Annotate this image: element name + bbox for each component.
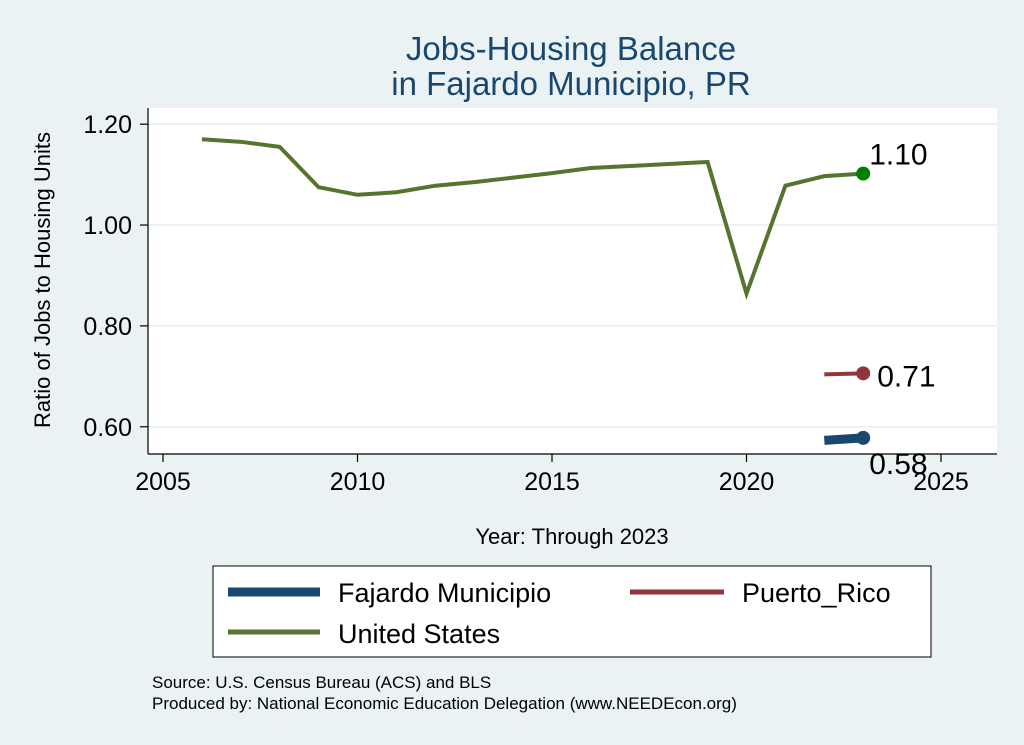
x-tick-label: 2005 [135,468,191,496]
series-end-marker [856,166,871,181]
source-note: Source: U.S. Census Bureau (ACS) and BLS [152,673,491,692]
series-end-label: 0.58 [869,448,927,481]
y-axis-title: Ratio of Jobs to Housing Units [30,132,55,428]
legend-label-fajardo: Fajardo Municipio [338,578,551,608]
y-tick-label: 0.60 [83,414,132,442]
series-group: 0.58 0.71 1.10 [201,137,936,481]
y-axis-ticks: 0.60 0.80 1.00 1.20 [83,111,148,442]
chart-title-line-1: Jobs-Housing Balance [406,30,736,67]
x-axis-title: Year: Through 2023 [475,524,668,549]
series-end-label: 0.71 [877,360,935,393]
producer-note: Produced by: National Economic Education… [152,694,737,713]
series-line [201,137,864,301]
y-tick-label: 0.80 [83,313,132,341]
chart-title-line-2: in Fajardo Municipio, PR [391,65,751,102]
x-tick-label: 2020 [719,468,775,496]
plot-area [148,108,997,454]
legend-label-puerto-rico: Puerto_Rico [742,578,891,608]
legend-box [212,565,932,658]
y-tick-label: 1.20 [83,111,132,139]
series-end-label: 1.10 [869,139,927,172]
x-tick-label: 2025 [913,468,969,496]
x-tick-label: 2010 [330,468,386,496]
y-tick-label: 1.00 [83,212,132,240]
series-end-marker [856,430,871,445]
x-axis-ticks: 2005 2010 2015 2020 2025 [135,454,969,496]
series-end-marker [856,366,871,381]
legend-label-united-states: United States [338,619,500,649]
gridlines [148,123,997,428]
x-tick-label: 2015 [524,468,580,496]
